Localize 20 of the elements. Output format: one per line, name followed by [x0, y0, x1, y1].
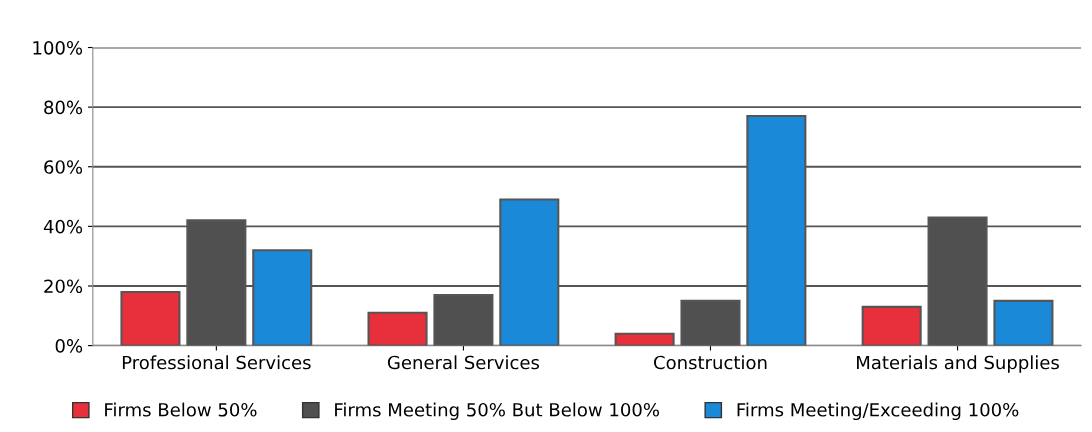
bar [861, 305, 922, 346]
bar [433, 293, 494, 346]
x-tick-label: General Services [387, 355, 540, 370]
y-tick-label: 20% [44, 279, 83, 294]
x-tick-label: Materials and Supplies [857, 355, 1059, 373]
bar [993, 299, 1054, 346]
legend-label: Firms Below 50% [105, 402, 257, 417]
y-tick-label: 60% [44, 160, 83, 174]
bar [680, 299, 741, 346]
bar [120, 290, 181, 346]
y-tick-label: 100% [33, 40, 83, 55]
bar [367, 311, 428, 346]
bar [614, 332, 675, 346]
x-tick-label: Construction [654, 355, 767, 370]
x-tick-label: Professional Services [122, 355, 311, 370]
legend-label: Firms Meeting 50% But Below 100% [335, 402, 660, 421]
y-tick-label: 40% [43, 219, 83, 234]
legend-label: Firms Meeting/Exceeding 100% [737, 402, 1019, 421]
y-tick-label: 0% [55, 339, 83, 353]
y-tick-label: 80% [44, 100, 83, 115]
